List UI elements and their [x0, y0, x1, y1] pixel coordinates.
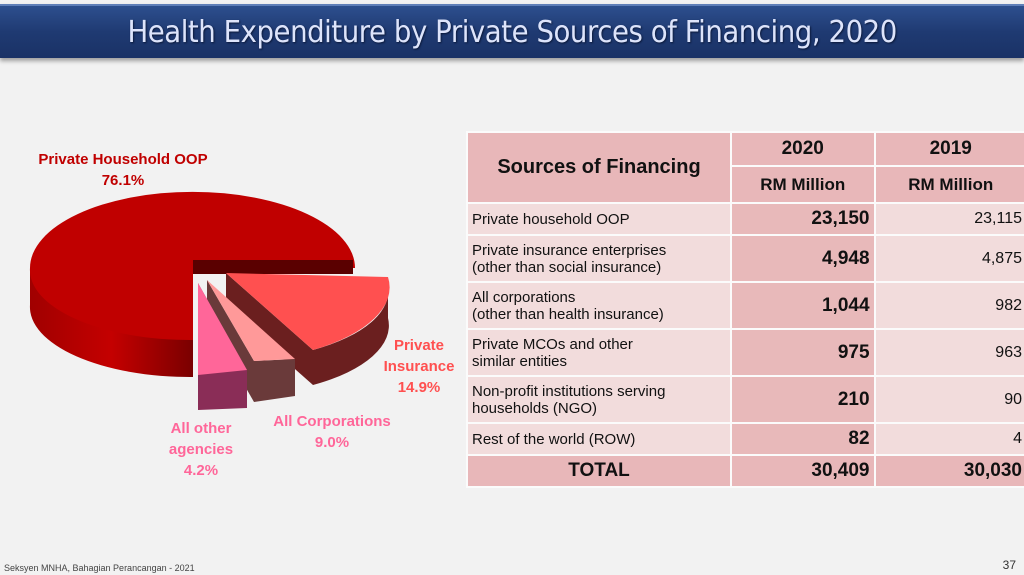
row-label: Private insurance enterprises (other than… [466, 234, 732, 283]
label-corporations-name: All Corporations [273, 413, 391, 430]
row-label-line1: Private MCOs and other [472, 335, 633, 353]
financing-table: Sources of Financing 2020 2019 RM Millio… [466, 131, 1024, 488]
value-2019: 4,875 [873, 234, 1024, 283]
row-label-line1: Rest of the world (ROW) [472, 430, 636, 448]
header-unit-2019: RM Million [873, 165, 1024, 204]
row-label-line1: Private insurance enterprises [472, 241, 667, 259]
value-2020: 4,948 [730, 234, 876, 283]
row-label: Non-profit institutions serving household… [466, 375, 732, 424]
row-label-line2: (other than social insurance) [472, 258, 662, 276]
page-title: Health Expenditure by Private Sources of… [127, 14, 897, 50]
slice-oop [29, 191, 356, 341]
value-2020: 23,150 [730, 202, 876, 236]
row-label: Private MCOs and other similar entities [466, 328, 732, 377]
row-label-line2: (other than health insurance) [472, 305, 664, 323]
label-other-line1: All other [170, 420, 232, 437]
table-row: Private MCOs and other similar entities 9… [466, 328, 1024, 377]
value-2019: 982 [873, 281, 1024, 330]
slice-oop-inner [193, 260, 353, 274]
row-label-line2: households (NGO) [472, 399, 598, 417]
row-label-line1: Non-profit institutions serving [472, 382, 666, 400]
value-2020: 975 [730, 328, 876, 377]
slice-corporations [207, 280, 295, 361]
row-label: Private household OOP [466, 202, 732, 236]
total-label: TOTAL [466, 454, 732, 488]
label-insurance: Private Insurance 14.9% [378, 335, 460, 398]
value-2020: 1,044 [730, 281, 876, 330]
value-2019: 90 [873, 375, 1024, 424]
label-corporations: All Corporations 9.0% [262, 411, 402, 453]
table-row: Rest of the world (ROW) 82 4 [466, 422, 1024, 456]
slice-other [198, 283, 247, 375]
table-row: Private insurance enterprises (other than… [466, 234, 1024, 283]
header-unit-2020: RM Million [730, 165, 876, 204]
footer-text: Seksyen MNHA, Bahagian Perancangan - 202… [4, 563, 195, 573]
label-other-line2: agencies [168, 441, 234, 458]
label-insurance-line1: Private [393, 337, 445, 354]
row-label: All corporations (other than health insur… [466, 281, 732, 330]
table-row: All corporations (other than health insur… [466, 281, 1024, 330]
table-row: Private household OOP 23,150 23,115 [466, 202, 1024, 236]
label-other-pct: 4.2% [183, 462, 219, 479]
table-total-row: TOTAL 30,409 30,030 [466, 454, 1024, 488]
label-oop-pct: 76.1% [101, 172, 145, 189]
value-2019: 23,115 [873, 202, 1024, 236]
total-2019: 30,030 [873, 454, 1024, 488]
label-oop-name: Private Household OOP [38, 151, 208, 168]
label-corporations-pct: 9.0% [314, 434, 350, 451]
title-bar: Health Expenditure by Private Sources of… [0, 4, 1024, 58]
table-row: Non-profit institutions serving household… [466, 375, 1024, 424]
slice-insurance [226, 273, 390, 350]
header-year-2020: 2020 [730, 131, 876, 167]
row-label-line1: All corporations [472, 288, 576, 306]
value-2019: 4 [873, 422, 1024, 456]
row-label-line1: Private household OOP [472, 210, 630, 228]
header-sources: Sources of Financing [466, 131, 732, 204]
total-2020: 30,409 [730, 454, 876, 488]
label-insurance-line2: Insurance [383, 358, 455, 375]
label-oop: Private Household OOP 76.1% [28, 149, 218, 191]
pie-chart: Private Household OOP 76.1% Private Insu… [0, 130, 460, 490]
value-2019: 963 [873, 328, 1024, 377]
label-other: All other agencies 4.2% [158, 418, 244, 481]
row-label-line2: similar entities [472, 352, 568, 370]
page-number: 37 [1002, 558, 1016, 572]
table-header-row: Sources of Financing 2020 2019 [466, 131, 1024, 204]
header-year-2019: 2019 [873, 131, 1024, 167]
pie-chart-graphic [29, 191, 390, 410]
row-label: Rest of the world (ROW) [466, 422, 732, 456]
value-2020: 210 [730, 375, 876, 424]
value-2020: 82 [730, 422, 876, 456]
label-insurance-pct: 14.9% [397, 379, 441, 396]
